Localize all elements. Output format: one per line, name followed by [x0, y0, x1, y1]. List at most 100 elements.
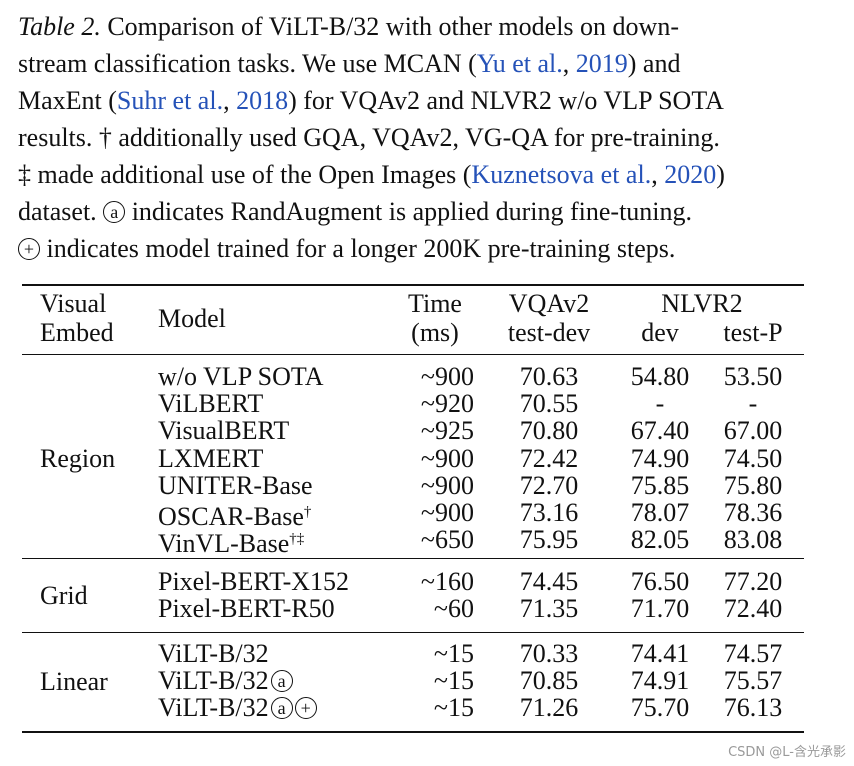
- model-name-cell: Pixel-BERT-R50: [158, 595, 335, 622]
- circled-a-icon: a: [270, 697, 293, 719]
- model-name-cell: VisualBERT: [158, 417, 289, 444]
- header-visual-embed-line2: Embed: [40, 318, 114, 347]
- model-name: ViLT-B/32: [158, 639, 269, 668]
- caption-line-7: + indicates model trained for a longer 2…: [18, 230, 838, 267]
- group-rule-1: [22, 558, 804, 560]
- model-name: LXMERT: [158, 444, 264, 473]
- table-row: VisualBERT ~925 70.80 67.40 67.00: [22, 417, 804, 444]
- vqa-test-dev-cell: 70.80: [519, 416, 579, 445]
- model-name: VisualBERT: [158, 416, 290, 445]
- time-cell: ~160: [420, 567, 474, 596]
- nlvr2-dev-cell: 71.70: [630, 594, 690, 623]
- citation-year-link-kuznetsova[interactable]: 2020: [664, 160, 717, 189]
- table-caption: Table 2. Comparison of ViLT-B/32 with ot…: [18, 8, 838, 267]
- vqa-test-dev-cell: 71.26: [519, 693, 579, 722]
- model-name-cell: ViLT-B/32 a +: [158, 694, 317, 721]
- time-cell: ~900: [420, 362, 474, 391]
- nlvr2-test-p-cell: 83.08: [723, 525, 783, 554]
- table-row: w/o VLP SOTA ~900 70.63 54.80 53.50: [22, 363, 804, 390]
- vqa-test-dev-cell: 72.42: [519, 444, 579, 473]
- table-row: VinVL-Base†‡ ~650 75.95 82.05 83.08: [22, 526, 804, 557]
- time-cell: ~900: [420, 471, 474, 500]
- header-vqav2: VQAv2: [508, 289, 590, 318]
- model-name: Pixel-BERT-X152: [158, 567, 350, 596]
- model-name: ViLBERT: [158, 389, 264, 418]
- model-name-cell: ViLT-B/32 a: [158, 667, 293, 694]
- table-row: Pixel-BERT-R50 ~60 71.35 71.70 72.40: [22, 595, 804, 622]
- model-name-cell: ViLBERT: [158, 390, 263, 417]
- nlvr2-test-p-cell: 74.50: [723, 444, 783, 473]
- vqa-test-dev-cell: 74.45: [519, 567, 579, 596]
- caption-line-4: results. † additionally used GQA, VQAv2,…: [18, 123, 720, 152]
- time-cell: ~15: [433, 666, 474, 695]
- watermark: CSDN @L-含光承影: [728, 745, 846, 760]
- nlvr2-test-p-cell: 72.40: [723, 594, 783, 623]
- nlvr2-dev-cell: 74.41: [630, 639, 690, 668]
- model-name: UNITER-Base: [158, 471, 313, 500]
- table-row: ViLBERT ~920 70.55 - -: [22, 390, 804, 417]
- model-name: w/o VLP SOTA: [158, 362, 324, 391]
- model-name: ViLT-B/32: [158, 666, 269, 695]
- table-bottom-rule: [22, 731, 804, 734]
- header-dev: dev: [641, 318, 679, 347]
- header-rule: [22, 354, 804, 356]
- table-row: UNITER-Base ~900 72.70 75.85 75.80: [22, 472, 804, 499]
- model-name-cell: Pixel-BERT-X152: [158, 568, 349, 595]
- header-time-line1: Time: [408, 289, 462, 318]
- model-name: OSCAR-Base: [158, 502, 304, 531]
- group-label: Linear: [40, 667, 108, 696]
- citation-link-kuznetsova[interactable]: Kuznetsova et al.: [471, 160, 652, 189]
- model-name: VinVL-Base: [158, 529, 290, 558]
- nlvr2-test-p-cell: 78.36: [723, 498, 783, 527]
- circled-a-icon: a: [103, 201, 126, 223]
- caption-line-6: dataset. a indicates RandAugment is appl…: [18, 197, 693, 226]
- table-row: ViLT-B/32 a ~15 70.85 74.91 75.57: [22, 667, 804, 694]
- table-row: ViLT-B/32 a + ~15 71.26 75.70 76.13: [22, 694, 804, 721]
- time-cell: ~900: [420, 444, 474, 473]
- vqa-test-dev-cell: 73.16: [519, 498, 579, 527]
- citation-year-link-suhr[interactable]: 2018: [236, 86, 289, 115]
- citation-link-suhr[interactable]: Suhr et al.: [116, 86, 224, 115]
- model-name-cell: UNITER-Base: [158, 472, 313, 499]
- citation-year-link-yu[interactable]: 2019: [575, 49, 628, 78]
- time-cell: ~900: [420, 498, 474, 527]
- table-top-rule: [22, 284, 804, 287]
- table-row: ViLT-B/32 ~15 70.33 74.41 74.57: [22, 640, 804, 667]
- time-cell: ~15: [433, 693, 474, 722]
- nlvr2-dev-cell: 78.07: [630, 498, 690, 527]
- nlvr2-test-p-cell: -: [748, 389, 758, 418]
- model-name: Pixel-BERT-R50: [158, 594, 335, 623]
- time-cell: ~925: [420, 416, 474, 445]
- vqa-test-dev-cell: 72.70: [519, 471, 579, 500]
- nlvr2-test-p-cell: 53.50: [723, 362, 783, 391]
- nlvr2-dev-cell: 74.90: [630, 444, 690, 473]
- nlvr2-dev-cell: 54.80: [630, 362, 690, 391]
- caption-line-1: Table 2. Comparison of ViLT-B/32 with ot…: [18, 12, 679, 41]
- circled-a-icon: a: [270, 670, 293, 692]
- nlvr2-dev-cell: 67.40: [630, 416, 690, 445]
- time-cell: ~920: [420, 389, 474, 418]
- nlvr2-test-p-cell: 75.80: [723, 471, 783, 500]
- vqa-test-dev-cell: 70.33: [519, 639, 579, 668]
- nlvr2-test-p-cell: 76.13: [723, 693, 783, 722]
- caption-line-5: ‡ made additional use of the Open Images…: [18, 160, 725, 189]
- vqa-test-dev-cell: 71.35: [519, 594, 579, 623]
- header-nlvr2: NLVR2: [661, 289, 743, 318]
- nlvr2-dev-cell: 75.85: [630, 471, 690, 500]
- footnote-marker: †: [303, 504, 312, 520]
- header-model: Model: [158, 304, 226, 333]
- caption-line-2: stream classification tasks. We use MCAN…: [18, 49, 681, 78]
- time-cell: ~15: [433, 639, 474, 668]
- header-time-line2: (ms): [411, 318, 459, 347]
- nlvr2-test-p-cell: 75.57: [723, 666, 783, 695]
- footnote-marker: †‡: [289, 531, 305, 547]
- model-name-cell: LXMERT: [158, 445, 263, 472]
- group-rule-2: [22, 632, 804, 634]
- vqa-test-dev-cell: 70.55: [519, 389, 579, 418]
- nlvr2-test-p-cell: 77.20: [723, 567, 783, 596]
- header-test-p: test-P: [723, 318, 783, 347]
- nlvr2-dev-cell: -: [655, 389, 665, 418]
- results-table: Visual Embed Model Time (ms) VQAv2 test-…: [22, 284, 804, 734]
- table-row: Pixel-BERT-X152 ~160 74.45 76.50 77.20: [22, 568, 804, 595]
- citation-link-yu[interactable]: Yu et al.: [476, 49, 563, 78]
